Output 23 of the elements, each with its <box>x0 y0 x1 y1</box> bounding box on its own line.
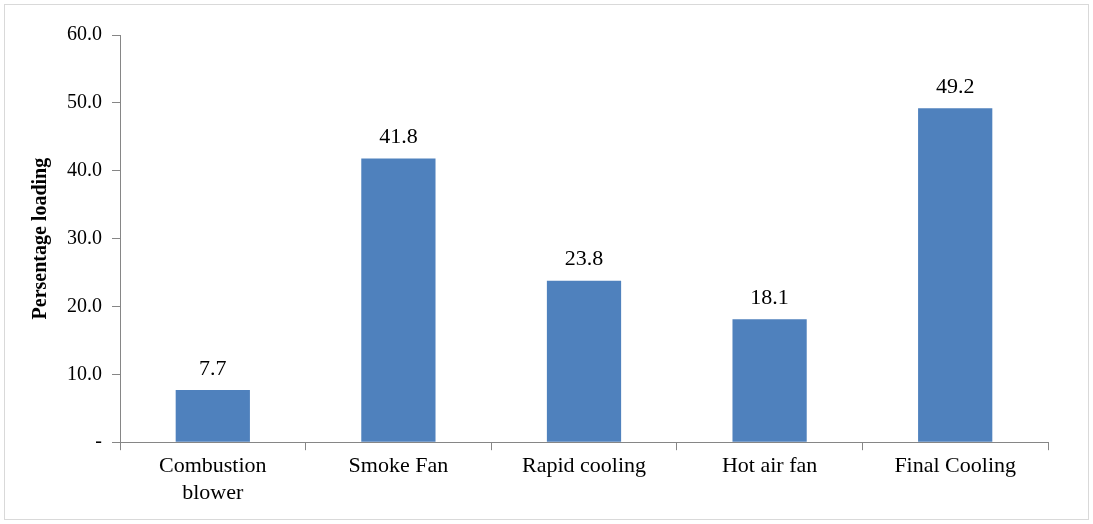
x-tick-label: Rapid cooling <box>521 452 647 478</box>
y-tick-label: 50.0 <box>67 90 102 113</box>
x-tick-label: Combustion blower <box>159 452 267 504</box>
data-label: 49.2 <box>935 73 975 99</box>
y-tick-label: 10.0 <box>67 361 102 384</box>
data-label: 18.1 <box>750 284 789 310</box>
bar <box>546 280 622 442</box>
bar <box>175 389 250 442</box>
y-tick-label: - <box>95 429 102 452</box>
y-axis-title: Persentage loading <box>28 157 52 320</box>
x-tick-label: Hot air fan <box>721 452 818 478</box>
y-tick-label: 30.0 <box>67 225 102 248</box>
data-label: 41.8 <box>379 123 418 149</box>
data-label: 23.8 <box>564 245 604 271</box>
bar <box>361 158 436 442</box>
x-tick-label: Final Cooling <box>894 452 1017 478</box>
x-tick-label: Smoke Fan <box>348 452 449 478</box>
y-tick-label: 40.0 <box>67 157 102 180</box>
y-tick-label: 60.0 <box>67 22 102 45</box>
y-tick-label: 20.0 <box>67 293 102 316</box>
data-label: 7.7 <box>199 354 227 380</box>
bar <box>918 108 993 442</box>
bar <box>732 319 807 442</box>
